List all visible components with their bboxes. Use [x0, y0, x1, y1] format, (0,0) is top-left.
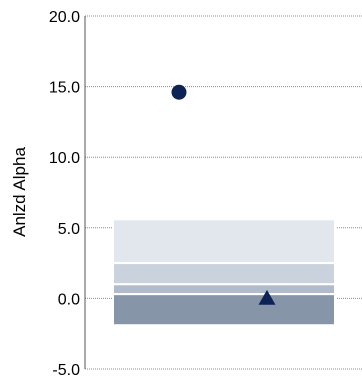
range-band — [112, 262, 336, 286]
y-tick-label: 10.0 — [49, 150, 80, 167]
data-points — [171, 84, 276, 305]
range-band — [112, 218, 336, 265]
y-axis-title: Anlzd Alpha — [10, 147, 29, 237]
y-tick-label: 5.0 — [58, 221, 80, 238]
range-band — [112, 283, 336, 296]
y-tick-label: 20.0 — [49, 9, 80, 26]
y-tick-label: 15.0 — [49, 80, 80, 97]
y-tick-label: -5.0 — [52, 362, 80, 379]
range-bands — [112, 218, 336, 327]
y-tick-labels: 20.0 15.0 10.0 5.0 0.0 -5.0 — [49, 9, 80, 379]
y-tick-label: 0.0 — [58, 291, 80, 308]
range-band — [112, 293, 336, 327]
triangle-point — [258, 289, 276, 305]
circle-point — [171, 84, 187, 100]
